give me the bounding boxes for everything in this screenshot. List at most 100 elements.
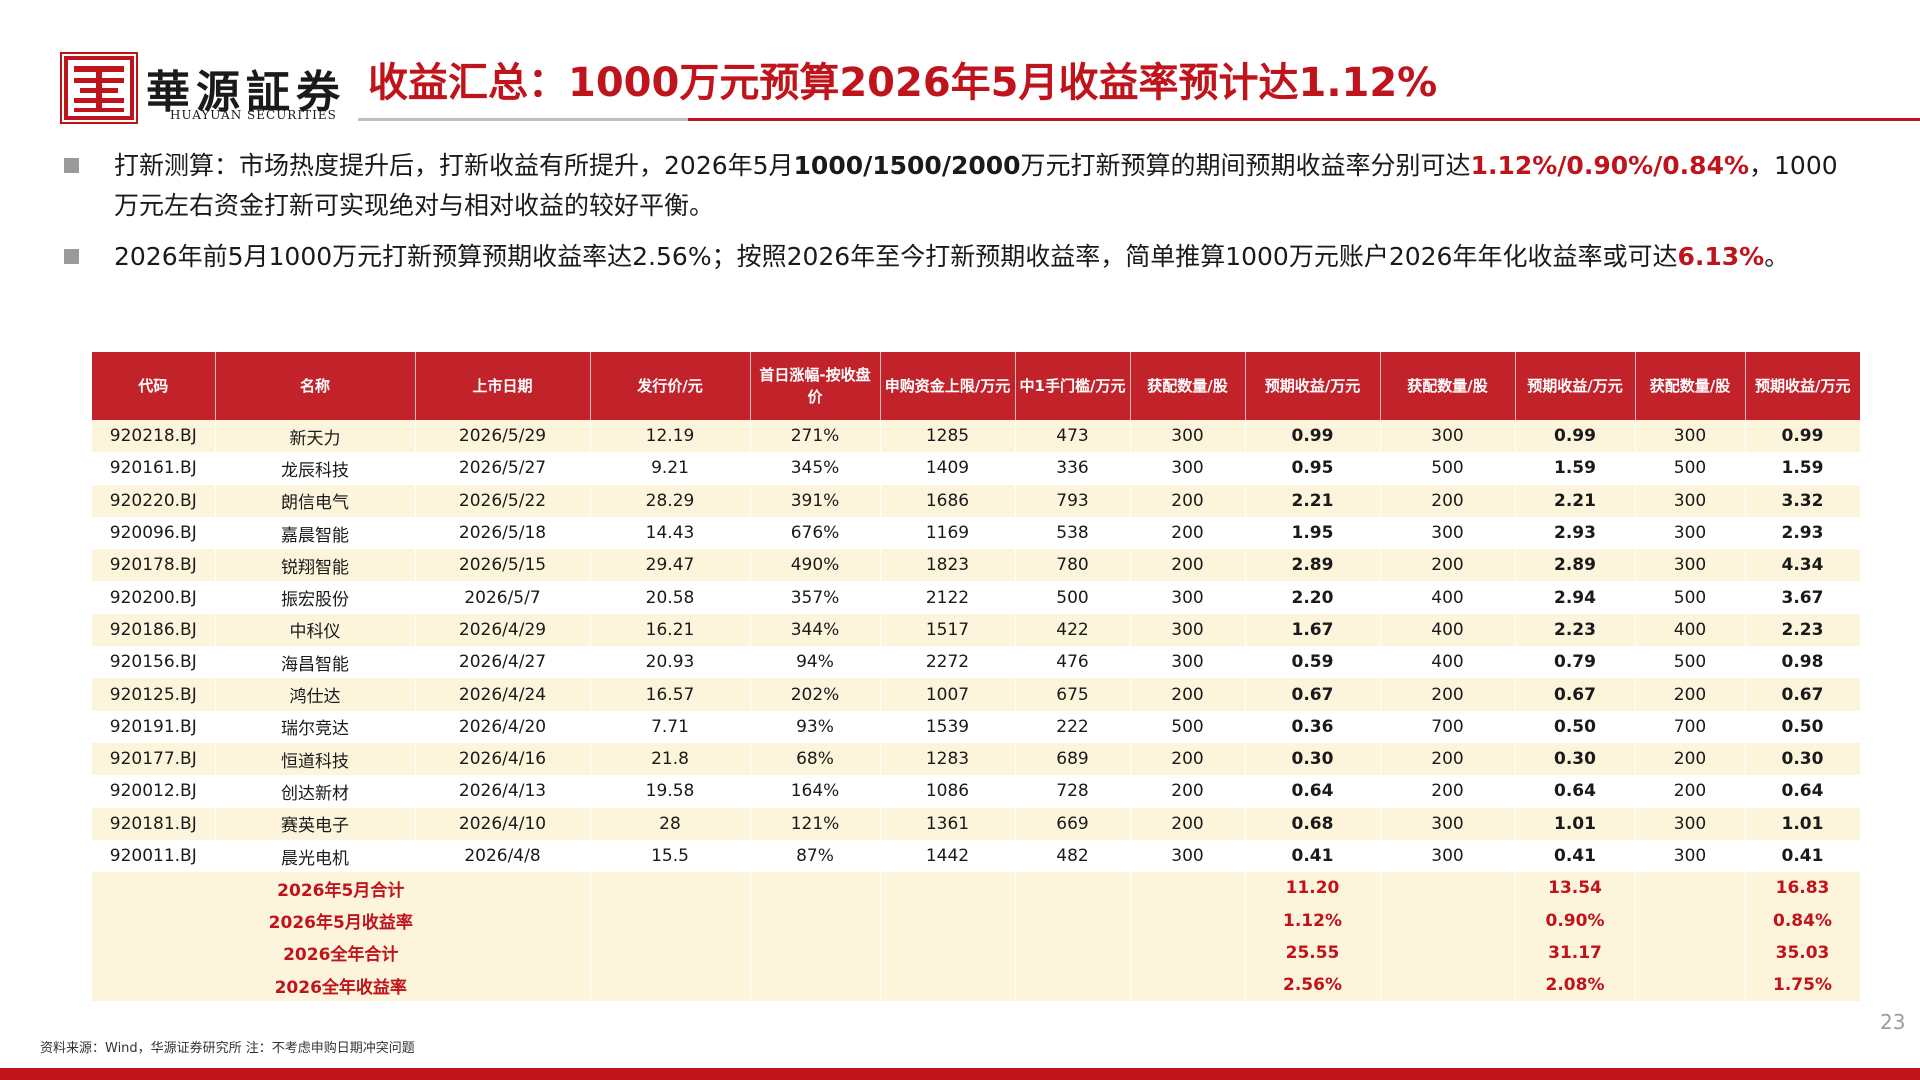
table-cell: 1.59: [1515, 452, 1636, 485]
bullet-point: 2026年前5月1000万元打新预算预期收益率达2.56%；按照2026年至今打…: [64, 237, 1844, 277]
table-cell: 0.36: [1245, 710, 1381, 743]
bullet-text: 2026年前5月1000万元打新预算预期收益率达2.56%；按照2026年至今打…: [114, 237, 1844, 277]
table-cell: 瑞尔竞达: [215, 710, 416, 743]
column-header: 首日涨幅-按收盘价: [750, 352, 881, 420]
table-cell: 482: [1015, 839, 1131, 873]
table-cell: 920011.BJ: [92, 839, 216, 873]
table-cell: 2.89: [1245, 549, 1381, 582]
table-cell: 500: [1130, 710, 1246, 743]
table-cell: 200: [1130, 775, 1246, 808]
table-row: 920177.BJ 恒道科技 2026/4/16 21.8 68% 1283 689 200 0…: [92, 742, 1861, 776]
summary-empty-cell: [750, 872, 881, 905]
brand-name-cn: 華源証券: [146, 67, 346, 118]
table-cell: 2026/5/29: [415, 420, 591, 453]
table-cell: 0.99: [1245, 420, 1381, 453]
table-cell: 2.94: [1515, 581, 1636, 614]
table-cell: 2.21: [1245, 484, 1381, 517]
table-cell: 345%: [750, 452, 881, 485]
table-body: 920218.BJ 新天力 2026/5/29 12.19 271% 1285 473 300…: [92, 420, 1861, 1002]
table-cell: 15.5: [590, 839, 751, 873]
table-cell: 2.20: [1245, 581, 1381, 614]
table-cell: 300: [1130, 420, 1246, 453]
table-cell: 4.34: [1745, 549, 1861, 582]
table-cell: 689: [1015, 742, 1131, 776]
table-cell: 创达新材: [215, 775, 416, 808]
table-cell: 344%: [750, 613, 881, 647]
table-cell: 20.93: [590, 646, 751, 679]
summary-empty-cell: [1130, 872, 1246, 905]
table-cell: 29.47: [590, 549, 751, 582]
table-cell: 2272: [880, 646, 1016, 679]
table-cell: 0.50: [1745, 710, 1861, 743]
table-cell: 龙辰科技: [215, 452, 416, 485]
table-cell: 920200.BJ: [92, 581, 216, 614]
summary-empty-cell: [1635, 872, 1746, 905]
summary-value: 31.17: [1515, 936, 1636, 970]
table-cell: 87%: [750, 839, 881, 873]
table-cell: 300: [1380, 516, 1516, 550]
table-cell: 朗信电气: [215, 484, 416, 517]
table-cell: 9.21: [590, 452, 751, 485]
table-cell: 300: [1635, 839, 1746, 873]
table-cell: 1007: [880, 678, 1016, 711]
table-row: 920218.BJ 新天力 2026/5/29 12.19 271% 1285 473 300…: [92, 420, 1861, 453]
summary-value: 1.75%: [1745, 969, 1861, 1002]
table-cell: 400: [1380, 613, 1516, 647]
table-cell: 2026/4/20: [415, 710, 591, 743]
summary-value: 16.83: [1745, 872, 1861, 905]
bullet-segment: 1000/1500/2000: [793, 151, 1021, 180]
table-cell: 1.67: [1245, 613, 1381, 647]
table-cell: 1285: [880, 420, 1016, 453]
table-cell: 1169: [880, 516, 1016, 550]
source-footnote: 资料来源：Wind，华源证券研究所 注：不考虑申购日期冲突问题: [40, 1041, 415, 1056]
table-cell: 538: [1015, 516, 1131, 550]
summary-empty-cell: [880, 936, 1016, 970]
table-row: 920011.BJ 晨光电机 2026/4/8 15.5 87% 1442 482 300 0.…: [92, 839, 1861, 873]
summary-value: 35.03: [1745, 936, 1861, 970]
bullet-segment: 1.12%/0.90%/0.84%: [1470, 151, 1750, 180]
bullet-segment: 打新测算：市场热度提升后，打新收益有所提升，2026年5月: [114, 151, 794, 180]
bullet-square-icon: [64, 249, 79, 264]
column-header: 发行价/元: [590, 352, 751, 420]
summary-empty-cell: [1380, 904, 1516, 937]
bullet-text: 打新测算：市场热度提升后，打新收益有所提升，2026年5月1000/1500/2…: [114, 146, 1844, 226]
table-cell: 300: [1635, 807, 1746, 840]
table-cell: 300: [1130, 452, 1246, 485]
table-row: 920156.BJ 海昌智能 2026/4/27 20.93 94% 2272 476 300…: [92, 646, 1861, 679]
table-cell: 473: [1015, 420, 1131, 453]
summary-empty-cell: [1015, 904, 1131, 937]
table-cell: 0.30: [1745, 742, 1861, 776]
summary-empty-cell: [880, 872, 1016, 905]
table-cell: 920012.BJ: [92, 775, 216, 808]
page-title: 收益汇总：1000万元预算2026年5月收益率预计达1.12%: [368, 60, 1438, 106]
summary-value: 25.55: [1245, 936, 1381, 970]
table-cell: 鸿仕达: [215, 678, 416, 711]
table-cell: 0.99: [1515, 420, 1636, 453]
table-cell: 赛英电子: [215, 807, 416, 840]
title-divider-red: [688, 118, 1920, 121]
column-header: 预期收益/万元: [1245, 352, 1381, 420]
table-cell: 336: [1015, 452, 1131, 485]
summary-empty-cell: [1130, 969, 1246, 1002]
table-cell: 200: [1130, 484, 1246, 517]
summary-value: 2.56%: [1245, 969, 1381, 1002]
table-cell: 0.41: [1515, 839, 1636, 873]
summary-value: 0.84%: [1745, 904, 1861, 937]
summary-empty-cell: [590, 904, 751, 937]
table-row: 920200.BJ 振宏股份 2026/5/7 20.58 357% 2122 500 300…: [92, 581, 1861, 614]
table-cell: 0.95: [1245, 452, 1381, 485]
table-cell: 1086: [880, 775, 1016, 808]
table-cell: 2.93: [1515, 516, 1636, 550]
summary-empty-cell: [1380, 936, 1516, 970]
table-cell: 1517: [880, 613, 1016, 647]
table-cell: 2.89: [1515, 549, 1636, 582]
table-cell: 3.32: [1745, 484, 1861, 517]
table-cell: 200: [1130, 807, 1246, 840]
table-cell: 300: [1380, 839, 1516, 873]
table-cell: 200: [1380, 484, 1516, 517]
summary-value: 0.90%: [1515, 904, 1636, 937]
table-cell: 200: [1635, 678, 1746, 711]
table-cell: 200: [1635, 742, 1746, 776]
column-header: 名称: [215, 352, 416, 420]
table-cell: 1442: [880, 839, 1016, 873]
